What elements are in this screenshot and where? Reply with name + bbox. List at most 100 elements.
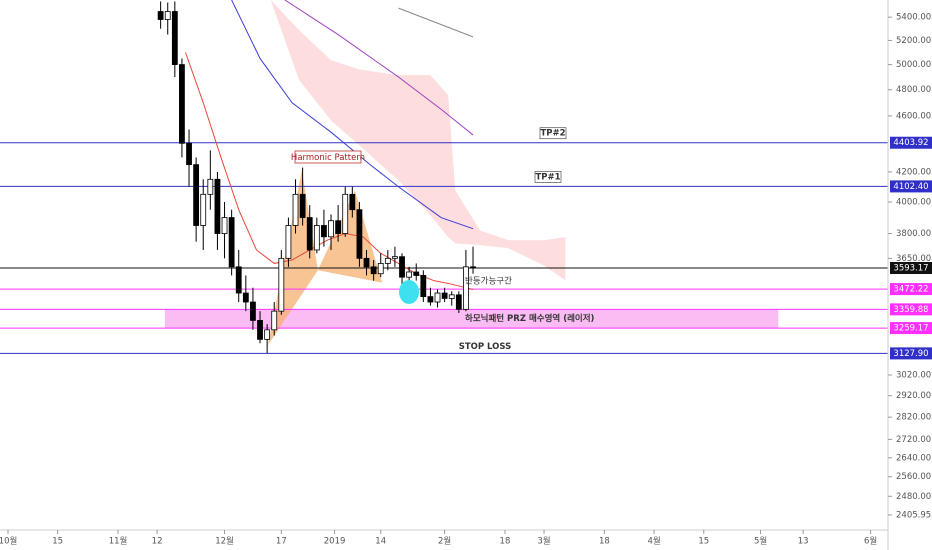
candle-body [292,193,299,226]
level-tag-label: 4102.40 [893,182,928,192]
level-tag [890,322,932,335]
x-tick-label: 15 [698,537,709,547]
zone-label: 하모닉패턴 PRZ 매수영역 (레이저) [465,313,595,324]
level-tag [890,262,932,275]
candle-body [171,11,178,65]
highlight-circle [399,280,419,304]
y-tick-label: 3800.00 [896,229,931,239]
rebound-label: 반등가능구간 [465,276,512,287]
candle-body [235,266,242,294]
level-tag-label: 4403.92 [893,138,928,148]
candle-body [285,225,292,259]
y-tick-label: 3020.00 [896,370,931,380]
candle-body [200,193,207,226]
y-tick-label: 4000.00 [896,197,931,207]
candle-body [384,257,391,264]
stop-loss-label: STOP LOSS [459,342,512,352]
candle-body [242,292,249,303]
candle-body [463,266,469,310]
candle-body [377,263,384,275]
y-tick-label: 3650.00 [896,254,931,264]
moving-average [284,0,474,136]
moving-average [231,0,474,230]
y-tick-label: 2820.00 [896,413,931,423]
x-tick-label: 12월 [215,536,234,547]
x-tick-label: 11월 [109,536,128,547]
candle-body [434,292,441,303]
candle-body [228,217,235,268]
candle-body [356,209,363,259]
x-tick-label: 5월 [754,536,767,547]
level-tag [890,283,932,296]
candle-body [455,294,462,310]
x-tick-label: 2019 [324,537,346,547]
pattern-label: Harmonic Pattern [291,153,365,163]
y-tick-label: 2720.00 [896,435,931,445]
candle-body [470,266,476,269]
candle-body [193,164,200,226]
candle-body [164,11,171,20]
candle-body [157,11,164,20]
candle-body [271,310,278,331]
x-tick-label: 12 [152,537,163,547]
prz-zone [164,309,779,329]
candle-body [278,257,285,312]
x-tick-label: 15 [52,537,63,547]
level-tag-label: 3359.88 [893,305,928,315]
candle-body [392,256,398,259]
ichimoku-cloud [270,0,566,281]
tp2-box [539,127,567,140]
level-tag-label: 3259.17 [893,324,928,334]
y-tick-label: 5200.00 [896,36,931,46]
x-tick-label: 2월 [438,536,451,547]
candle-body [448,294,455,299]
y-tick-label: 2480.00 [896,492,931,502]
candle-body [335,220,342,234]
x-tick-label: 3월 [537,536,550,547]
candle-body [313,225,320,251]
candle-body [413,271,420,276]
tp2-label: TP#2 [540,129,565,139]
candle-body [214,178,221,234]
candle-body [363,257,370,268]
candle-body [250,301,256,321]
candle-body [221,217,228,234]
level-tag-label: 3593.17 [893,264,928,274]
candle-body [328,220,334,238]
level-tag-label: 3472.22 [893,285,928,295]
candle-body [370,266,377,275]
y-tick-label: 2560.00 [896,472,931,482]
candle-body [207,178,214,195]
y-tick-label: 5000.00 [896,60,931,70]
y-tick-label: 4200.00 [896,167,931,177]
y-tick-label: 2640.00 [896,453,931,463]
pattern-label-box [294,150,362,164]
candle-body [306,217,313,251]
plot-area: Harmonic Pattern TP#2 TP#1 STOP LOSS 하모닉패턴 P… [0,0,888,354]
candle-body [299,193,306,218]
candle-body [441,292,448,299]
level-tag [890,347,932,360]
tp1-box [534,171,562,183]
candle-body [399,256,405,278]
tp1-label: TP#1 [535,172,560,182]
candle-body [427,296,434,303]
x-tick-label: 18 [599,537,610,547]
candle-body [420,275,427,298]
x-tick-label: 18 [500,537,511,547]
candle-body [342,193,349,234]
y-tick-label: 2405.95 [896,510,931,520]
x-tick-label: 10월 [0,536,17,547]
level-tag [890,136,932,149]
candle-body [349,193,356,211]
y-tick-label: 5400.00 [896,13,931,23]
candle-body [264,329,271,340]
level-tag [890,303,932,316]
level-tag [890,180,932,193]
candle-body [406,271,413,278]
y-tick-label: 4800.00 [896,85,931,95]
candle-body [321,225,327,238]
level-tag-label: 3127.90 [893,349,928,359]
